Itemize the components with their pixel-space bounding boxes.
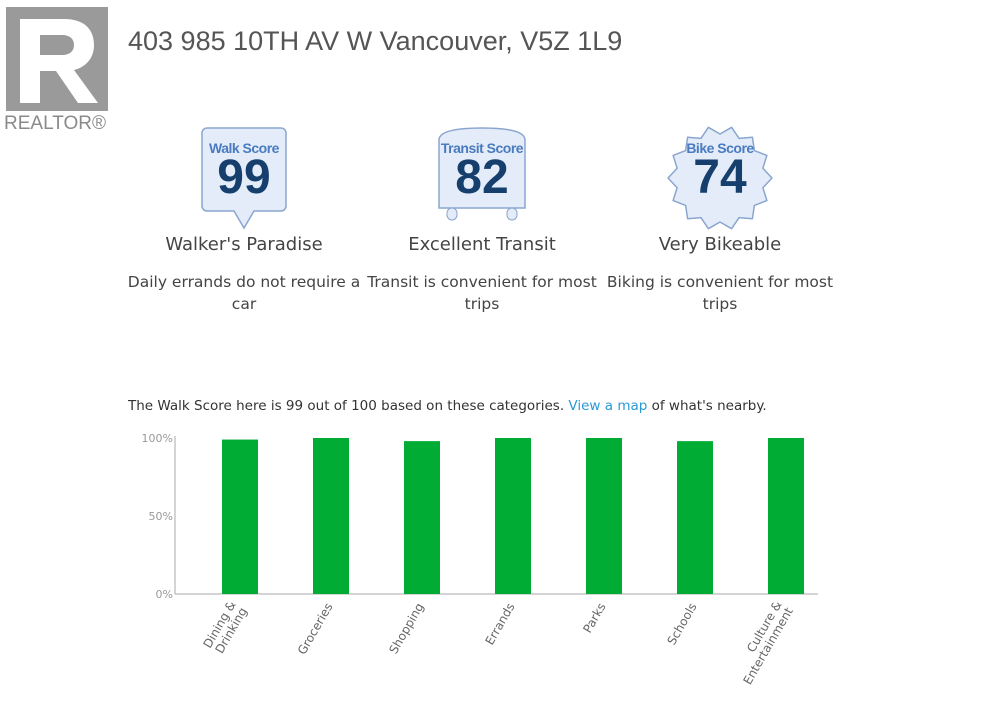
realtor-logo-text: REALTOR®	[4, 113, 106, 134]
realtor-logo	[6, 7, 108, 111]
bike-rating: Very Bikeable	[658, 234, 782, 255]
bike-description: Biking is convenient for most trips	[606, 273, 834, 313]
bar	[313, 438, 349, 594]
page-title: 403 985 10TH AV W Vancouver, V5Z 1L9	[128, 26, 623, 56]
x-tick-label: Groceries	[295, 601, 336, 658]
x-tick-label: Shopping	[386, 601, 426, 657]
bar	[677, 441, 713, 594]
x-tick-label: Parks	[580, 601, 608, 636]
gear-badge-icon: Bike Score 74	[665, 120, 775, 230]
transit-description: Transit is convenient for most trips	[367, 273, 597, 313]
walk-score-intro: The Walk Score here is 99 out of 100 bas…	[128, 398, 767, 414]
y-tick-label: 0%	[156, 588, 173, 601]
x-tick-label: Culture &Entertainment	[729, 598, 796, 687]
bar	[495, 438, 531, 594]
walk-description: Daily errands do not require a car	[127, 273, 361, 313]
y-tick-label: 50%	[149, 510, 173, 523]
transit-rating: Excellent Transit	[408, 234, 556, 255]
bar	[768, 438, 804, 594]
bar	[586, 438, 622, 594]
walk-score: Walk Score 99 Walker's Paradise Daily er…	[124, 120, 364, 315]
x-tick-label: Schools	[664, 601, 699, 648]
view-map-link[interactable]: View a map	[568, 398, 648, 414]
x-tick-label: Dining &Drinking	[201, 599, 250, 657]
walk-rating: Walker's Paradise	[165, 234, 323, 255]
bike-score: Bike Score 74 Very Bikeable Biking is co…	[600, 120, 840, 315]
transit-score: Transit Score 82 Excellent Transit Trans…	[362, 120, 602, 315]
bus-badge-icon: Transit Score 82	[427, 120, 537, 230]
bar	[404, 441, 440, 594]
x-tick-label: Errands	[482, 601, 517, 648]
bar	[222, 439, 258, 594]
y-tick-label: 100%	[142, 432, 173, 445]
speech-bubble-badge-icon: Walk Score 99	[189, 120, 299, 230]
